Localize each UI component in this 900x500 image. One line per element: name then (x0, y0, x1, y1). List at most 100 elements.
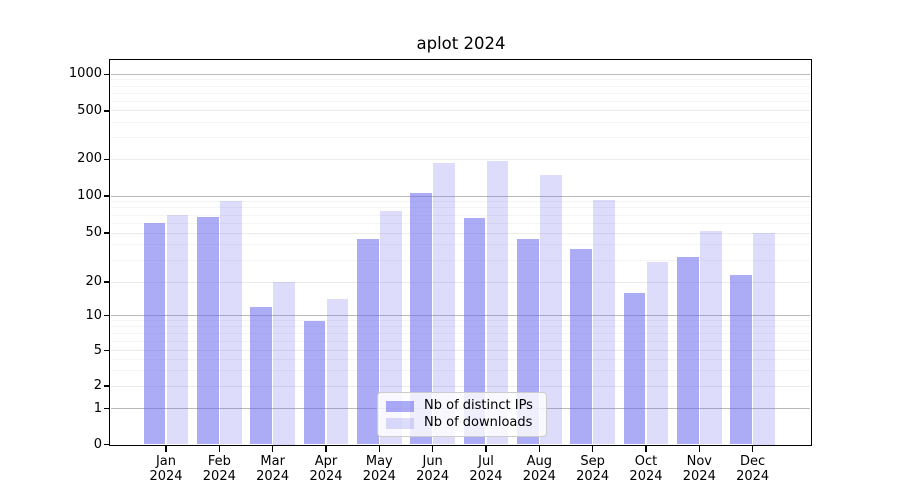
bar-ips-apr-2024 (303, 320, 326, 445)
y-tick-label-0: 0 (93, 436, 102, 452)
y-tick-mark-5 (103, 349, 110, 352)
y-tick-mark-50 (103, 232, 110, 234)
legend-label-distinct-ips: Nb of distinct IPs (424, 398, 533, 413)
y-tick-mark-100 (103, 195, 110, 197)
y-tick-label-500: 500 (77, 102, 102, 118)
legend-item-downloads: Nb of downloads (386, 415, 538, 432)
x-tick-mark-3 (271, 446, 274, 453)
legend-swatch-distinct-ips (386, 400, 414, 412)
gridline-minor-900 (111, 79, 810, 81)
gridline-minor-30 (111, 259, 810, 261)
x-tick-label-sep: Sep 2024 (576, 453, 610, 485)
x-tick-mark-6 (431, 446, 434, 453)
legend-item-distinct-ips: Nb of distinct IPs (386, 398, 538, 415)
y-tick-label-2: 2 (93, 378, 102, 393)
legend-label-downloads: Nb of downloads (424, 415, 533, 430)
gridline-major-1000 (111, 73, 810, 75)
x-tick-mark-1 (165, 446, 167, 453)
x-tick-mark-5 (378, 446, 381, 453)
y-tick-mark-500 (103, 110, 110, 112)
legend: Nb of distinct IPs Nb of downloads (377, 391, 547, 437)
bar-downloads-dec-2024 (753, 233, 775, 445)
bar-ips-nov-2024 (677, 256, 699, 445)
gridline-5 (111, 350, 810, 351)
y-tick-label-5: 5 (93, 342, 102, 358)
gridline-major-10 (111, 315, 810, 316)
y-tick-label-20: 20 (85, 274, 102, 289)
bar-downloads-jul-2024 (486, 160, 509, 445)
y-tick-label-1000: 1000 (68, 66, 102, 82)
bar-downloads-jun-2024 (433, 162, 455, 445)
gridline-minor-6 (111, 340, 810, 342)
y-tick-mark-20 (103, 281, 110, 283)
bar-downloads-apr-2024 (326, 299, 349, 445)
x-tick-label-apr: Apr 2024 (309, 453, 343, 485)
bar-ips-jul-2024 (463, 218, 486, 445)
legend-swatch-downloads (386, 417, 414, 429)
bar-downloads-feb-2024 (220, 201, 242, 445)
bar-ips-mar-2024 (250, 306, 272, 445)
gridline-minor-4 (111, 358, 810, 360)
x-tick-mark-9 (591, 446, 594, 453)
bar-ips-may-2024 (357, 238, 379, 445)
y-tick-mark-200 (103, 158, 110, 161)
bar-ips-oct-2024 (623, 292, 646, 445)
x-tick-label-jun: Jun 2024 (416, 453, 450, 485)
x-tick-mark-11 (698, 446, 701, 453)
y-tick-label-100: 100 (77, 188, 102, 203)
gridline-minor-70 (111, 214, 810, 216)
x-tick-mark-4 (325, 446, 327, 453)
bar-downloads-mar-2024 (273, 282, 295, 445)
x-tick-label-feb: Feb 2024 (202, 453, 236, 485)
gridline-minor-3 (111, 369, 810, 371)
bar-ips-jun-2024 (410, 193, 432, 445)
y-tick-label-10: 10 (85, 307, 102, 323)
gridline-minor-8 (111, 326, 810, 328)
bar-ips-jan-2024 (143, 223, 166, 445)
bar-downloads-sep-2024 (593, 199, 615, 445)
y-tick-mark-1000 (103, 73, 110, 76)
x-tick-mark-7 (485, 446, 487, 453)
x-tick-label-jul: Jul 2024 (469, 453, 503, 485)
gridline-minor-40 (111, 244, 810, 246)
x-tick-label-aug: Aug 2024 (522, 453, 556, 485)
x-tick-label-may: May 2024 (362, 453, 396, 485)
bar-downloads-oct-2024 (646, 262, 669, 445)
gridline-minor-60 (111, 222, 810, 224)
bar-downloads-aug-2024 (540, 174, 562, 445)
gridline-minor-80 (111, 207, 810, 209)
gridline-minor-600 (111, 100, 810, 102)
x-tick-mark-10 (645, 446, 647, 453)
gridline-minor-300 (111, 137, 810, 139)
gridline-2 (111, 385, 810, 387)
y-tick-mark-1 (103, 407, 110, 410)
bar-downloads-jan-2024 (166, 215, 189, 445)
gridline-minor-400 (111, 122, 810, 124)
gridline-200 (111, 158, 810, 160)
x-tick-mark-8 (538, 446, 541, 453)
y-tick-mark-10 (103, 314, 110, 317)
x-tick-mark-2 (218, 446, 221, 453)
x-tick-label-mar: Mar 2024 (256, 453, 290, 485)
bar-downloads-nov-2024 (700, 230, 722, 445)
gridline-minor-800 (111, 85, 810, 87)
chart-title: aplot 2024 (416, 34, 506, 53)
x-tick-label-jan: Jan 2024 (149, 453, 183, 485)
gridline-major-100 (111, 195, 810, 197)
gridline-minor-700 (111, 92, 810, 94)
gridline-minor-90 (111, 201, 810, 203)
gridline-minor-7 (111, 333, 810, 334)
y-tick-label-1: 1 (93, 400, 102, 416)
bar-ips-feb-2024 (197, 217, 219, 445)
gridline-50 (111, 232, 810, 234)
gridline-500 (111, 110, 810, 112)
y-tick-mark-2 (103, 385, 110, 387)
gridline-20 (111, 281, 810, 283)
y-tick-label-50: 50 (85, 225, 102, 240)
x-tick-label-oct: Oct 2024 (629, 453, 663, 485)
x-tick-label-dec: Dec 2024 (736, 453, 770, 485)
y-tick-label-200: 200 (77, 151, 102, 167)
bar-downloads-may-2024 (380, 211, 402, 445)
y-tick-mark-0 (103, 443, 110, 446)
